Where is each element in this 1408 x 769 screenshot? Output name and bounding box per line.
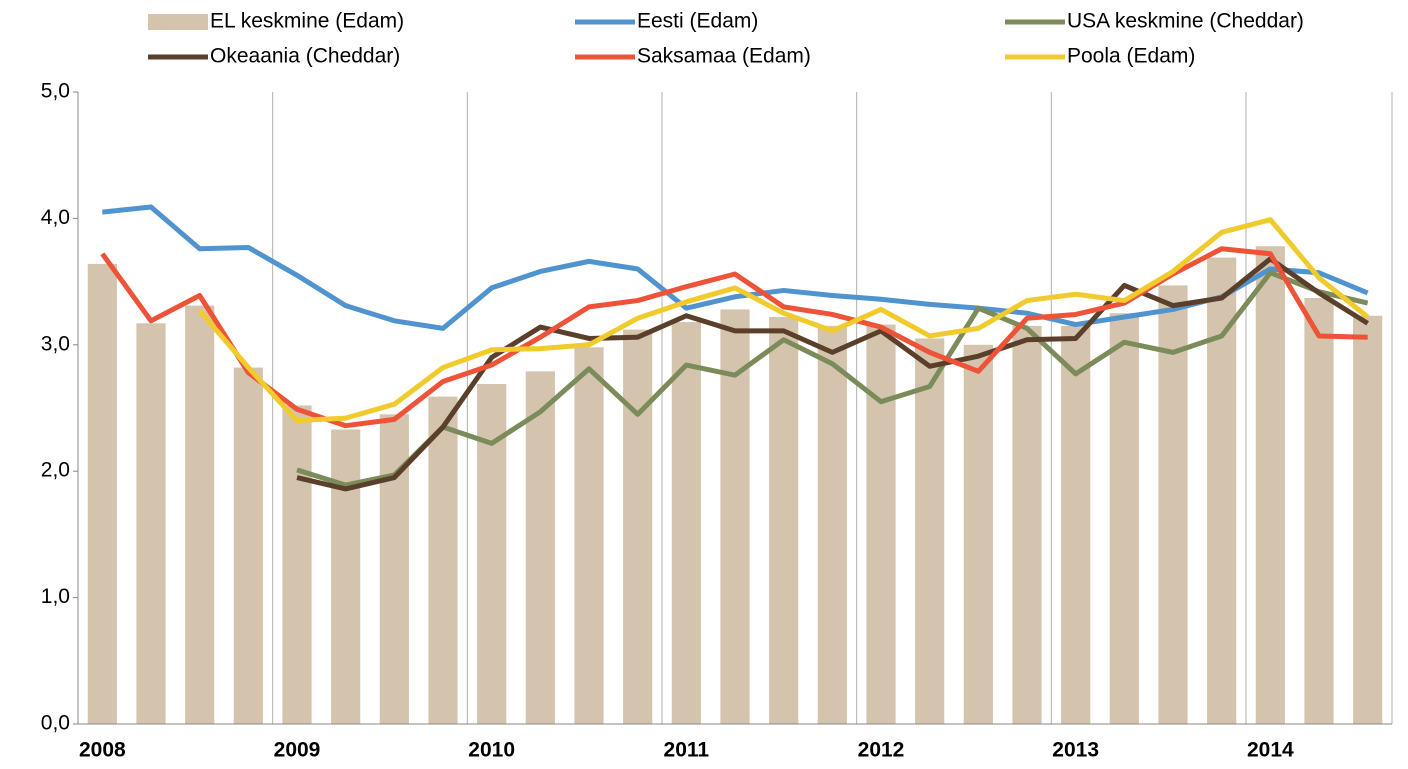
line: [296, 256, 1369, 492]
bar: [87, 263, 117, 724]
x-tick-label: 2011: [664, 739, 710, 762]
bar: [379, 414, 409, 724]
legend-label: Saksamaa (Edam): [637, 45, 811, 68]
bar: [1207, 257, 1237, 724]
bar: [1012, 325, 1042, 724]
y-tick-label: 5,0: [41, 80, 70, 103]
bar: [915, 338, 945, 724]
bar: [1109, 313, 1139, 724]
bar: [233, 367, 263, 724]
legend-label: EL keskmine (Edam): [210, 10, 404, 33]
bar: [963, 344, 993, 724]
bar: [185, 305, 215, 724]
legend-label: USA keskmine (Cheddar): [1067, 10, 1304, 33]
x-tick-label: 2014: [1247, 739, 1294, 762]
x-tick-label: 2013: [1052, 739, 1099, 762]
bar: [1061, 325, 1091, 724]
legend-label: Poola (Edam): [1067, 45, 1195, 68]
bar: [817, 325, 847, 724]
bar: [720, 309, 750, 724]
legend-label: Okeaania (Cheddar): [210, 45, 400, 68]
bar: [1353, 315, 1383, 724]
bar: [525, 371, 555, 724]
bar: [331, 429, 361, 724]
x-tick-label: 2009: [274, 739, 321, 762]
x-tick-label: 2008: [79, 739, 126, 762]
bar: [671, 322, 701, 724]
legend-swatch: [148, 14, 208, 30]
bar: [1158, 285, 1188, 724]
y-tick-label: 0,0: [41, 712, 70, 735]
x-tick-label: 2010: [468, 739, 515, 762]
line: [197, 217, 1370, 424]
bar: [136, 323, 166, 724]
y-tick-label: 4,0: [41, 206, 70, 229]
line: [296, 270, 1369, 488]
bar: [769, 316, 799, 724]
x-tick-label: 2012: [858, 739, 905, 762]
y-tick-label: 1,0: [41, 585, 70, 608]
bar: [574, 347, 604, 724]
bar: [1255, 246, 1285, 724]
bar: [282, 405, 312, 724]
bar: [866, 324, 896, 724]
y-tick-label: 3,0: [41, 332, 70, 355]
bar: [1304, 298, 1334, 724]
y-tick-label: 2,0: [41, 459, 70, 482]
line: [102, 204, 1369, 331]
bar: [623, 329, 653, 724]
legend-label: Eesti (Edam): [637, 10, 758, 33]
bar: [428, 396, 458, 724]
